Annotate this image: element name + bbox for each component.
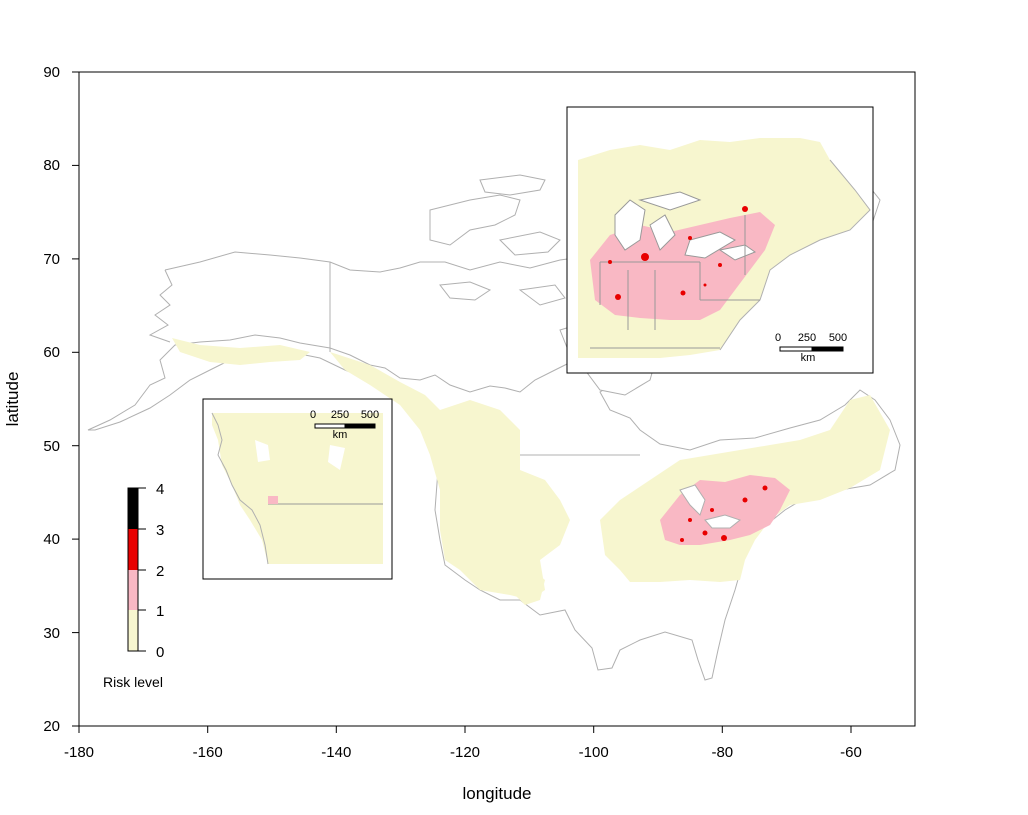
x-axis: -180 -160 -140 -120 -100 -80 -60 longitu… xyxy=(64,725,862,803)
legend-swatch-level-1 xyxy=(128,610,138,651)
hotspot xyxy=(615,294,621,300)
y-tick-label: 30 xyxy=(43,625,60,642)
risk-legend: 0 1 2 3 4 Risk level xyxy=(103,481,164,690)
arctic-island-2 xyxy=(479,174,546,196)
x-tick-label: -160 xyxy=(193,744,223,761)
arctic-island-4 xyxy=(498,231,561,256)
hotspot xyxy=(608,260,612,264)
y-tick-label: 50 xyxy=(43,438,60,455)
arctic-island-3 xyxy=(439,281,492,301)
x-tick-label: -60 xyxy=(840,744,862,761)
legend-tick-marks xyxy=(138,487,146,652)
risk-level-3-hotspots xyxy=(680,485,768,542)
hotspot xyxy=(703,283,707,287)
alaska-west-coast xyxy=(148,269,173,343)
legend-title: Risk level xyxy=(103,674,163,690)
inset-northeast: 0 250 500 km xyxy=(566,106,874,374)
risk-region-west xyxy=(330,352,570,600)
y-tick-label: 70 xyxy=(43,251,60,268)
hotspot xyxy=(762,485,768,491)
y-tick-label: 60 xyxy=(43,344,60,361)
legend-swatch-level-3 xyxy=(128,529,138,570)
legend-tick-label: 0 xyxy=(156,644,164,661)
x-tick-label: -80 xyxy=(711,744,733,761)
scale-label: 250 xyxy=(331,409,349,421)
legend-tick-label: 1 xyxy=(156,603,164,620)
legend-tick-label: 4 xyxy=(156,481,164,498)
x-axis-title: longitude xyxy=(462,784,531,803)
x-tick-label: -120 xyxy=(450,744,480,761)
scale-unit: km xyxy=(801,352,816,364)
inset-west-coast xyxy=(211,412,269,565)
y-tick-label: 40 xyxy=(43,531,60,548)
hotspot xyxy=(721,535,727,541)
hotspot xyxy=(688,518,692,522)
x-tick-label: -140 xyxy=(321,744,351,761)
hotspot xyxy=(680,538,684,542)
scale-unit: km xyxy=(333,429,348,441)
y-tick-label: 80 xyxy=(43,157,60,174)
alaska-coast xyxy=(164,251,576,273)
inset-west-pink-area xyxy=(268,496,278,504)
inset-east-hotspots xyxy=(608,206,748,300)
y-tick-label: 90 xyxy=(43,64,60,81)
hotspot xyxy=(680,290,686,296)
scale-label: 500 xyxy=(829,332,847,344)
inset-east-lakes xyxy=(614,191,757,261)
x-tick-marks xyxy=(78,726,852,733)
scale-label: 0 xyxy=(775,332,781,344)
arctic-island-5 xyxy=(518,284,566,306)
hotspot xyxy=(641,253,649,261)
y-tick-marks xyxy=(72,71,79,727)
hotspot xyxy=(742,497,748,503)
y-tick-label: 20 xyxy=(43,718,60,735)
x-tick-label: -100 xyxy=(579,744,609,761)
risk-region-south xyxy=(510,560,545,605)
legend-swatch-level-2 xyxy=(128,569,138,610)
hotspot xyxy=(702,530,708,536)
y-axis: 20 30 40 50 60 70 80 90 latitude xyxy=(3,64,80,735)
inset-pacific-northwest: 0 250 500 km xyxy=(202,398,393,580)
hotspot xyxy=(710,508,714,512)
y-axis-title: latitude xyxy=(3,372,22,427)
legend-tick-label: 3 xyxy=(156,522,164,539)
legend-tick-label: 2 xyxy=(156,563,164,580)
hotspot xyxy=(688,236,692,240)
x-tick-label: -180 xyxy=(64,744,94,761)
scale-label: 250 xyxy=(798,332,816,344)
scale-label: 0 xyxy=(310,409,316,421)
risk-region-alaska xyxy=(172,338,310,365)
inset-east-scale-bar: 0 250 500 km xyxy=(775,332,847,364)
arctic-island-1 xyxy=(429,194,521,246)
inset-east-borders xyxy=(590,215,760,349)
inset-east-coast xyxy=(719,159,871,351)
great-lakes xyxy=(679,484,742,529)
hotspot xyxy=(718,263,722,267)
inset-west-scale-bar: 0 250 500 km xyxy=(310,409,379,441)
scale-label: 500 xyxy=(361,409,379,421)
legend-swatch-level-4 xyxy=(128,488,138,529)
inset-west-lakes xyxy=(255,440,345,470)
hotspot xyxy=(742,206,748,212)
